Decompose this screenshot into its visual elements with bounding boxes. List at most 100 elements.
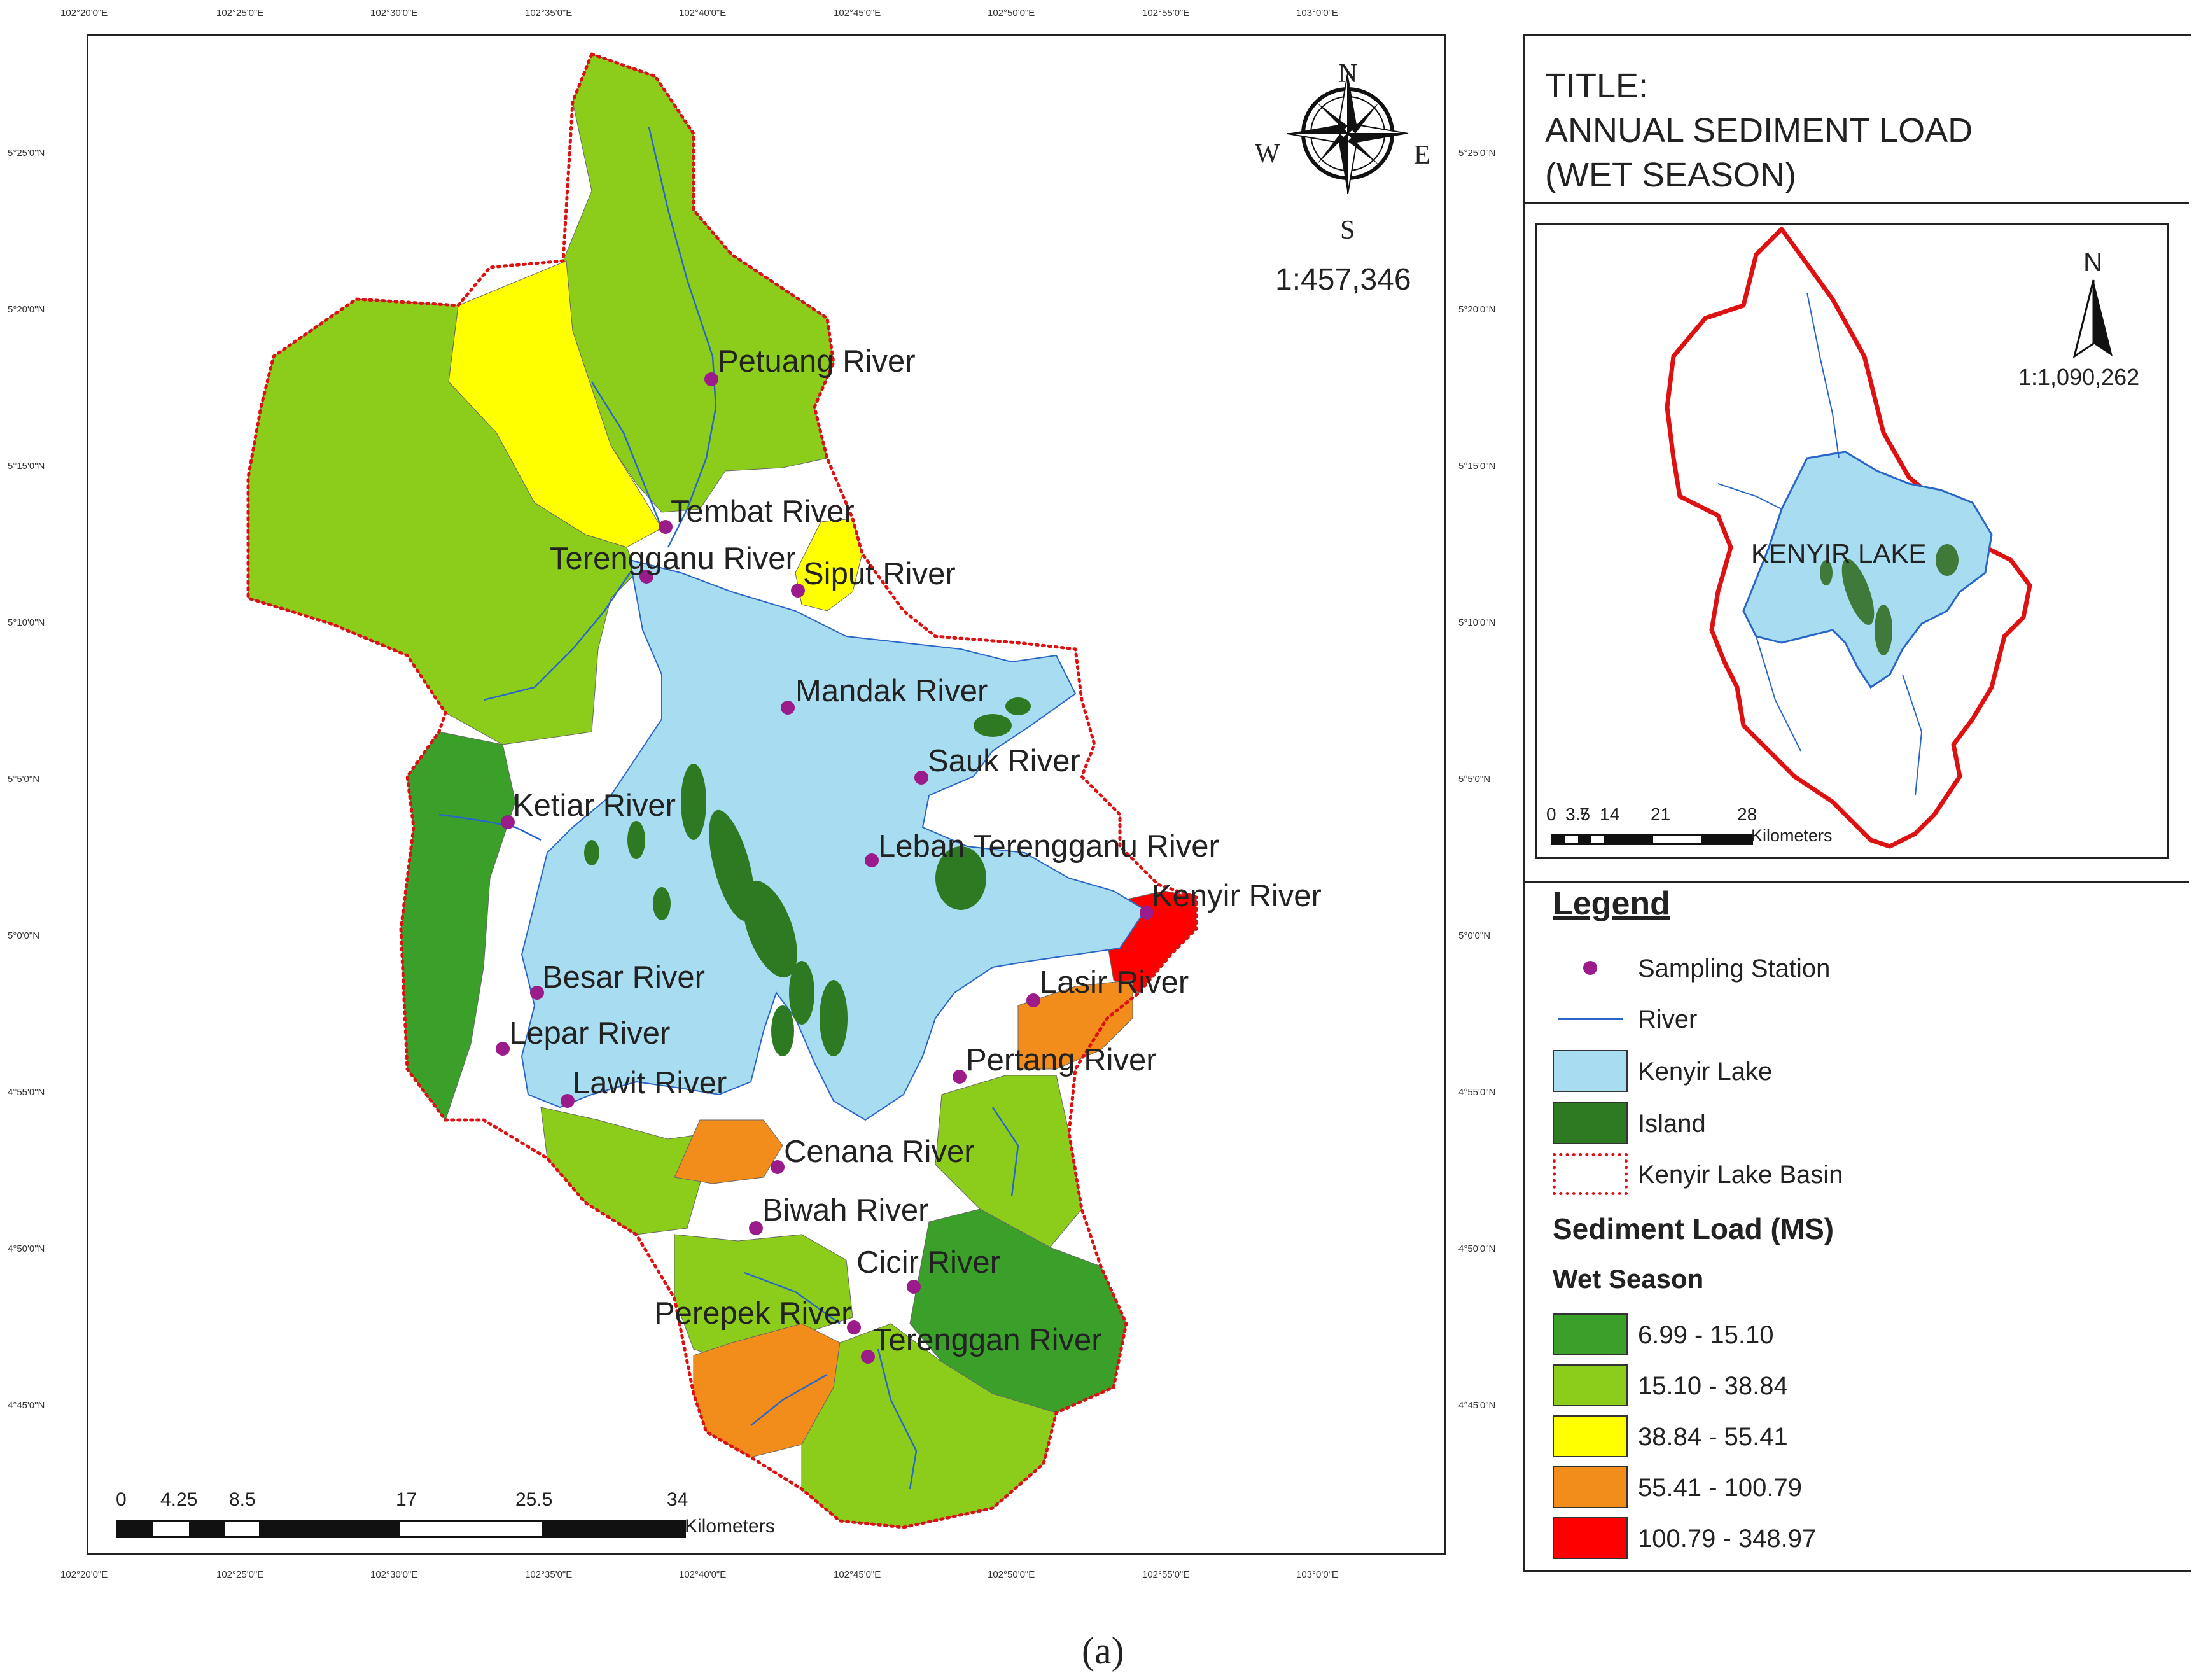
longitude-label: 102°30'0"E [370,1569,418,1580]
legend-item-label: Island [1638,1110,1706,1138]
station-label: Petuang River [718,344,916,379]
station-label: Tembat River [671,494,855,529]
latitude-label: 5°0'0"N [1458,930,1491,941]
main-scalebar [116,1520,686,1538]
scalebar-tick: 4.25 [160,1489,198,1510]
sediment-class-swatch [1553,1364,1628,1406]
station-label: Cenana River [784,1135,975,1169]
sampling-station-marker [530,986,544,1000]
scalebar-tick: 3.5 [1565,804,1590,824]
station-label: Leban Terengganu River [878,829,1219,864]
sampling-station-marker [914,771,928,785]
title-block: TITLE: ANNUAL SEDIMENT LOAD (WET SEASON) [1545,64,1973,197]
longitude-label: 102°25'0"E [216,1569,264,1580]
sediment-class-swatch [1553,1313,1628,1355]
inset-north-label: N [2083,247,2103,277]
sampling-station-marker [771,1160,785,1174]
longitude-label: 102°45'0"E [834,8,881,18]
sampling-station-marker [791,584,805,598]
inset-map-scale: 1:1,090,262 [2018,364,2140,390]
inset-islands [1820,544,1959,655]
legend-item-label: Sampling Station [1638,955,1831,983]
legend-item-label: Kenyir Lake [1638,1058,1773,1086]
river-line-icon [1558,1018,1623,1020]
sampling-stations [496,372,1154,1364]
subbasin-pertang [935,1075,1082,1248]
title-line-1: TITLE: [1545,67,1649,105]
sampling-station-marker [704,372,718,386]
main-map-scale: 1:457,346 [1275,263,1411,297]
sampling-station-marker [953,1070,967,1084]
legend-item-kenyir-lake: Kenyir Lake [1553,1050,2125,1101]
legend-item-sampling-station: Sampling Station [1553,947,2125,998]
latitude-label: 5°5'0"N [8,774,40,785]
legend-item-label: Kenyir Lake Basin [1638,1161,1843,1189]
legend-item-basin: Kenyir Lake Basin [1553,1153,2125,1204]
sampling-station-marker [501,815,515,829]
kenyir-lake [521,559,1147,1121]
compass-rose-icon [1287,73,1409,195]
latitude-label: 4°55'0"N [8,1087,45,1098]
sampling-station-marker [847,1320,861,1334]
latitude-label: 4°50'0"N [1458,1243,1496,1254]
sub-basins [248,53,1197,1528]
longitude-label: 103°0'0"E [1296,1569,1338,1580]
inset-rivers [1717,292,1923,796]
legend-heading: Legend [1553,885,1670,922]
sediment-class-swatch [1553,1466,1628,1508]
longitude-label: 102°40'0"E [679,8,727,18]
title-line-2: ANNUAL SEDIMENT LOAD [1545,111,1973,150]
islands [584,697,1031,1056]
panel-divider-1 [1523,202,2189,204]
scalebar-tick: 7 [1579,804,1590,824]
latitude-label: 4°45'0"N [8,1400,45,1411]
longitude-label: 102°50'0"E [988,8,1035,18]
station-label: Cicir River [856,1245,1000,1280]
station-label: Terengganu River [550,542,796,576]
latitude-label: 5°15'0"N [8,461,45,472]
latitude-label: 5°0'0"N [8,930,40,941]
sediment-class-row: 55.41 - 100.79 [1553,1466,2125,1517]
station-label: Sauk River [928,744,1080,778]
sediment-class-label: 6.99 - 15.10 [1638,1321,1774,1349]
longitude-label: 102°20'0"E [60,8,108,18]
scalebar-tick: 8.5 [229,1489,256,1510]
panel-divider-2 [1523,881,2189,883]
legend-item-label: River [1638,1005,1698,1033]
longitude-label: 102°25'0"E [216,8,264,18]
sediment-heading: Sediment Load (MS) [1553,1212,1834,1245]
scalebar-tick: 14 [1600,804,1620,824]
longitude-label: 102°45'0"E [834,1569,881,1580]
latitude-label: 5°15'0"N [1458,461,1496,472]
main-scalebar-unit: Kilometers [685,1516,775,1537]
season-heading: Wet Season [1553,1264,1704,1294]
longitude-label: 102°30'0"E [370,8,418,18]
inset-lake [1742,451,1993,689]
sampling-station-marker [865,853,879,867]
subbasin-cenana-orange [674,1119,783,1184]
sediment-class-row: 6.99 - 15.10 [1553,1313,2125,1364]
latitude-label: 5°25'0"N [1458,148,1496,158]
figure-caption: (a) [1082,1630,1124,1672]
station-label: Lasir River [1040,965,1189,1000]
station-label: Ketiar River [513,788,676,823]
sampling-station-marker [561,1094,575,1108]
longitude-label: 103°0'0"E [1296,8,1338,18]
scalebar-tick: 21 [1651,804,1671,824]
scalebar-tick: 17 [396,1489,417,1510]
legend-item-island: Island [1553,1102,2125,1153]
station-label: Perepek River [654,1296,852,1331]
sampling-station-marker [781,701,795,715]
sampling-station-marker [639,570,653,584]
latitude-label: 4°45'0"N [1458,1400,1496,1411]
scalebar-tick: 0 [1546,804,1556,824]
kenyir-lake-basin-boundary [246,52,1198,1529]
longitude-label: 102°55'0"E [1142,1569,1190,1580]
sediment-class-swatch [1553,1517,1628,1559]
station-label: Terenggan River [873,1323,1102,1357]
sediment-class-label: 38.84 - 55.41 [1638,1423,1788,1451]
station-label: Kenyir River [1152,879,1322,913]
sampling-station-marker [659,520,673,534]
longitude-label: 102°40'0"E [679,1569,727,1580]
